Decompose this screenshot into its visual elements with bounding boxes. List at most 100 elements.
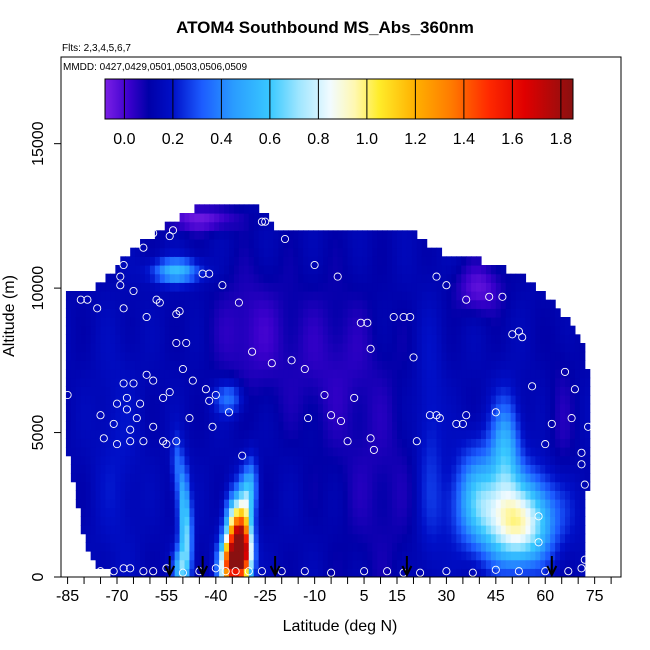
field-cell	[154, 334, 161, 344]
field-cell	[431, 386, 438, 396]
field-cell	[125, 395, 131, 405]
field-cell	[481, 447, 487, 457]
field-cell	[189, 421, 196, 431]
field-cell	[500, 351, 507, 361]
field-cell	[421, 464, 428, 474]
field-cell	[229, 490, 235, 500]
field-cell	[461, 421, 467, 431]
field-cell	[273, 507, 280, 517]
field-cell	[204, 490, 210, 500]
field-cell	[327, 291, 334, 301]
field-cell	[263, 559, 270, 569]
field-cell	[510, 403, 517, 413]
field-cell	[283, 507, 289, 517]
field-cell	[436, 386, 443, 396]
colorbar-tick-label: 0.0	[113, 131, 135, 148]
field-cell	[219, 282, 225, 292]
field-cell	[357, 429, 364, 439]
field-cell	[372, 317, 378, 327]
field-cell	[80, 299, 87, 309]
sample-point	[221, 567, 230, 576]
field-cell	[495, 447, 502, 457]
field-cell	[490, 377, 497, 387]
field-cell	[357, 516, 364, 526]
field-cell	[278, 403, 284, 413]
field-cell	[80, 490, 87, 500]
field-cell	[397, 273, 403, 283]
field-cell	[298, 386, 304, 396]
field-cell	[446, 395, 452, 405]
field-cell	[120, 507, 126, 517]
field-cell	[569, 464, 576, 474]
field-cell	[268, 525, 275, 535]
field-cell	[164, 282, 171, 292]
field-cell	[184, 490, 191, 500]
field-cell	[214, 377, 220, 387]
field-cell	[520, 334, 527, 344]
field-cell	[392, 551, 398, 561]
field-cell	[372, 455, 378, 465]
field-cell	[510, 464, 517, 474]
field-cell	[233, 265, 240, 275]
field-cell	[505, 533, 512, 543]
sample-point	[178, 568, 187, 577]
field-cell	[120, 438, 126, 448]
field-cell	[397, 438, 403, 448]
field-cell	[70, 325, 77, 335]
field-cell	[159, 421, 166, 431]
field-cell	[387, 325, 393, 335]
field-cell	[313, 317, 319, 327]
field-cell	[565, 490, 571, 500]
field-cell	[500, 377, 507, 387]
field-cell	[298, 542, 304, 552]
field-cell	[140, 473, 146, 483]
field-cell	[179, 299, 186, 309]
sample-point	[261, 217, 270, 226]
field-cell	[224, 213, 230, 223]
field-cell	[174, 282, 181, 292]
field-cell	[293, 447, 299, 457]
field-cell	[446, 377, 452, 387]
field-cell	[233, 490, 240, 500]
field-cell	[238, 525, 245, 535]
field-cell	[204, 516, 210, 526]
field-cell	[209, 308, 215, 318]
field-cell	[278, 438, 284, 448]
field-cell	[224, 473, 230, 483]
field-cell	[505, 351, 512, 361]
field-cell	[490, 317, 497, 327]
field-cell	[510, 481, 517, 491]
field-cell	[209, 568, 215, 577]
field-cell	[451, 507, 457, 517]
field-cell	[476, 533, 482, 543]
field-cell	[382, 273, 388, 283]
field-cell	[436, 525, 443, 535]
field-cell	[140, 447, 146, 457]
field-cell	[560, 525, 566, 535]
field-cell	[471, 395, 477, 405]
field-cell	[481, 369, 487, 379]
field-cell	[204, 377, 210, 387]
field-cell	[288, 247, 294, 257]
field-cell	[471, 299, 477, 309]
field-cell	[209, 291, 215, 301]
field-cell	[154, 421, 161, 431]
field-cell	[530, 438, 536, 448]
field-cell	[278, 343, 284, 353]
field-cell	[392, 447, 398, 457]
field-cell	[550, 464, 556, 474]
field-cell	[199, 386, 205, 396]
field-cell	[140, 343, 146, 353]
field-cell	[238, 455, 245, 465]
field-cell	[500, 438, 507, 448]
field-cell	[357, 499, 364, 509]
field-cell	[308, 291, 314, 301]
field-cell	[179, 403, 186, 413]
field-cell	[574, 343, 581, 353]
field-cell	[248, 204, 255, 214]
field-cell	[140, 490, 146, 500]
field-cell	[293, 386, 299, 396]
field-cell	[451, 412, 457, 422]
field-cell	[574, 429, 581, 439]
field-cell	[362, 256, 368, 266]
